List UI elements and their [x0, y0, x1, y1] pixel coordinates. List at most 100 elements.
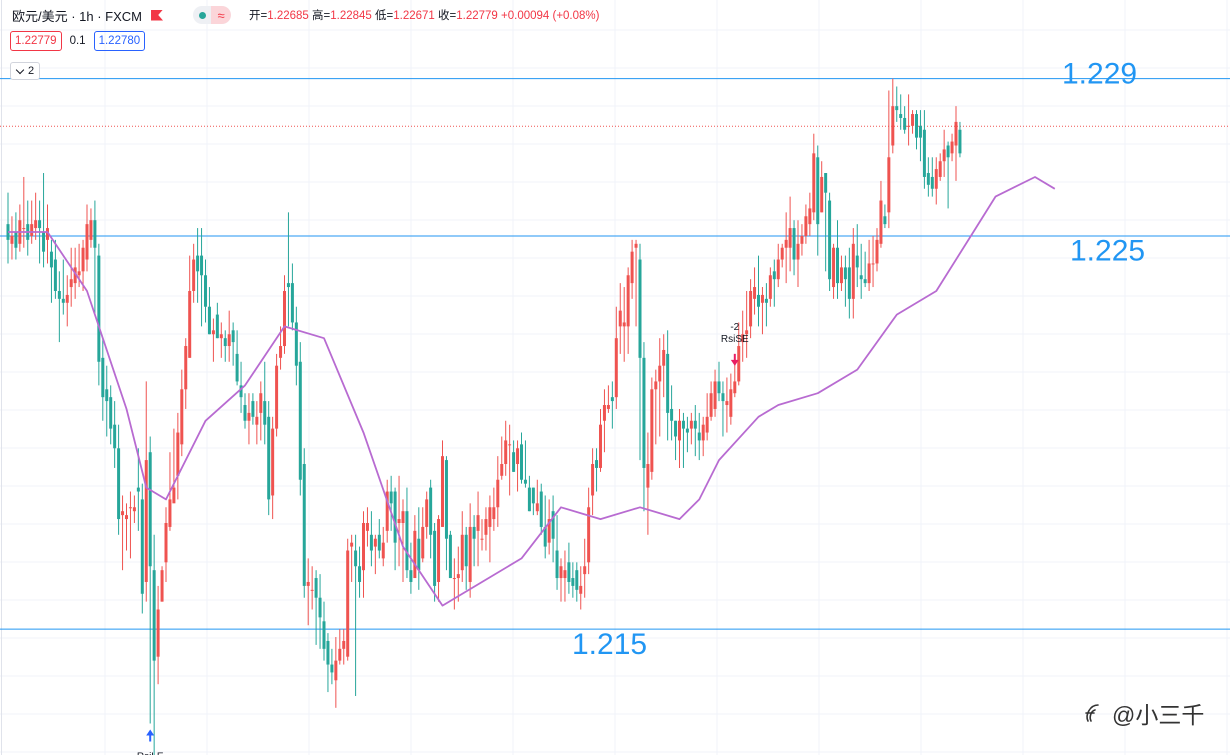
- candle-body: [223, 338, 227, 347]
- candle-body: [654, 381, 658, 390]
- watermark-text: @小三千: [1112, 702, 1205, 728]
- horizontal-lines: [0, 78, 1230, 630]
- candle-body: [662, 349, 666, 366]
- candle-body: [907, 125, 911, 127]
- candle-body: [306, 581, 310, 586]
- candle-body: [595, 460, 599, 468]
- candle-body: [713, 381, 717, 409]
- candle-body: [926, 173, 930, 185]
- candle-body: [298, 361, 302, 480]
- candle-body: [938, 161, 942, 177]
- candle-body: [271, 428, 275, 496]
- candle-body: [381, 542, 385, 559]
- candle-body: [527, 487, 531, 512]
- horizontal-line-labels: 1.229 1.225 1.215: [572, 58, 1145, 661]
- candle-body: [531, 487, 535, 504]
- candle-body: [350, 542, 354, 547]
- candle-body: [472, 526, 476, 539]
- candle-body: [709, 393, 713, 417]
- candle-body: [160, 570, 164, 602]
- candle-body: [871, 263, 875, 265]
- candle-body: [784, 239, 788, 248]
- market-status-pill[interactable]: ≈: [193, 6, 232, 24]
- weibo-logo-icon: [1085, 704, 1099, 722]
- candle-body: [365, 522, 369, 531]
- candle-body: [409, 570, 413, 582]
- candle-body: [832, 247, 836, 288]
- buy-price-button[interactable]: 1.22780: [93, 31, 146, 51]
- candle-body: [65, 294, 69, 303]
- candle-body: [342, 640, 346, 649]
- candle-body: [753, 287, 757, 299]
- indicators-toggle[interactable]: 2: [10, 62, 41, 80]
- close-value: 1.22779: [456, 10, 498, 22]
- change-value: +0.00094 (+0.08%): [501, 10, 600, 22]
- market-open-icon: [193, 6, 211, 24]
- candle-body: [164, 522, 168, 563]
- candle-body: [606, 405, 610, 409]
- candle-body: [46, 228, 49, 240]
- candle-body: [180, 389, 184, 445]
- moving-average: [8, 176, 1056, 607]
- candle-body: [77, 271, 81, 276]
- candle-body: [824, 173, 828, 193]
- candle-body: [476, 515, 480, 531]
- chevron-down-icon: [15, 65, 25, 74]
- candle-body: [812, 153, 816, 213]
- candle-body: [887, 157, 891, 213]
- flag-icon[interactable]: [151, 9, 164, 21]
- approx-icon: ≈: [211, 6, 232, 24]
- symbol-title[interactable]: 欧元/美元 · 1h · FXCM: [12, 8, 143, 24]
- candle-body: [314, 578, 318, 598]
- candle-body: [697, 432, 701, 441]
- candle-body: [318, 597, 322, 618]
- horizontal-line-label: 1.225: [1070, 235, 1145, 268]
- candle-body: [286, 283, 290, 288]
- candle-body: [125, 515, 128, 520]
- candle-body: [543, 526, 547, 547]
- candle-body: [172, 487, 176, 504]
- candle-body: [425, 499, 429, 527]
- candle-body: [780, 247, 784, 260]
- signal-qty: -2: [730, 322, 739, 333]
- candle-body: [444, 460, 448, 539]
- candle-body: [575, 570, 579, 590]
- candle-body: [757, 294, 760, 307]
- candle-body: [231, 330, 235, 343]
- candle-body: [121, 511, 125, 516]
- candle-body: [393, 491, 397, 543]
- candle-body: [930, 176, 934, 189]
- candle-body: [358, 566, 362, 582]
- candle-body: [666, 353, 670, 413]
- candle-body: [772, 271, 776, 280]
- high-value: 1.22845: [330, 10, 372, 22]
- candle-body: [152, 570, 156, 661]
- candle-body: [456, 574, 460, 579]
- candle-body: [839, 267, 843, 284]
- candle-body: [583, 566, 587, 575]
- candle-body: [207, 306, 211, 335]
- candle-body: [508, 444, 512, 446]
- candle-body: [113, 424, 117, 449]
- candle-body: [792, 228, 796, 260]
- candle-body: [184, 346, 188, 390]
- candle-body: [132, 507, 136, 512]
- candle-body: [867, 263, 871, 284]
- candle-body: [693, 420, 697, 429]
- candle-body: [468, 526, 472, 582]
- candle-body: [30, 224, 34, 236]
- candle-body: [674, 420, 678, 437]
- candle-body: [918, 125, 922, 138]
- candle-body: [535, 503, 539, 512]
- candle-body: [768, 275, 772, 299]
- long-entry-arrow-icon: [146, 729, 155, 742]
- candle-body: [488, 507, 492, 527]
- signal-label: RsiSE: [721, 334, 749, 345]
- candle-body: [942, 149, 946, 162]
- candle-body: [903, 117, 907, 130]
- candle-body: [294, 322, 298, 366]
- sell-price-button[interactable]: 1.22779: [10, 31, 62, 51]
- candle-body: [227, 334, 231, 347]
